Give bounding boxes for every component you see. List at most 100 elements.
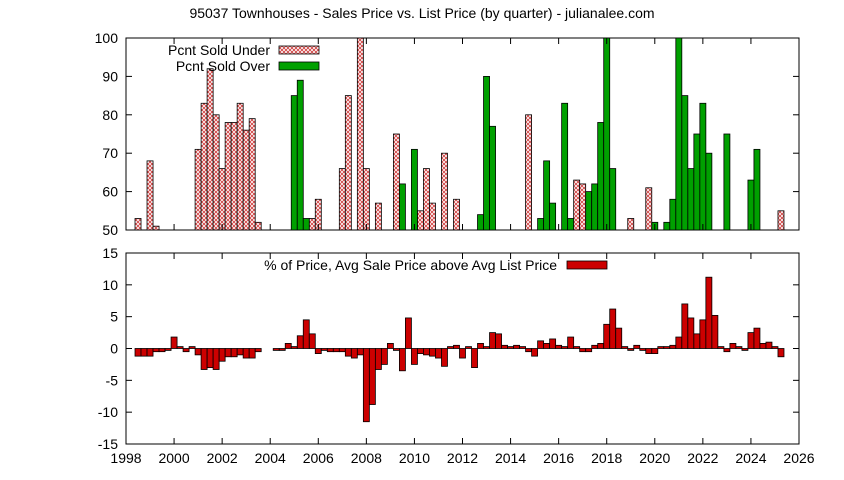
bar-price-diff	[206, 348, 214, 369]
bottom-bars	[134, 276, 785, 423]
bar-sold-under	[453, 198, 460, 231]
bar-price-diff	[242, 348, 250, 359]
bar-price-diff	[483, 346, 490, 349]
bar-price-diff	[284, 343, 292, 349]
bar-price-diff	[735, 346, 743, 349]
bar-price-diff	[741, 348, 749, 351]
x-tick-label: 1998	[110, 450, 141, 466]
bar-price-diff	[344, 348, 352, 357]
bar-sold-under	[224, 122, 232, 231]
bar-price-diff	[429, 348, 436, 357]
bar-price-diff	[687, 317, 695, 349]
bar-price-diff	[507, 346, 514, 349]
y-tick-label: 100	[95, 30, 119, 46]
y-tick-label: 15	[102, 245, 118, 261]
bar-price-diff	[753, 327, 761, 349]
bar-sold-under	[242, 129, 250, 231]
bar-price-diff	[140, 348, 148, 357]
bar-sold-over	[477, 214, 484, 231]
bar-sold-over	[597, 122, 605, 231]
bar-price-diff	[777, 348, 785, 358]
legend-swatch	[278, 61, 320, 71]
bar-price-diff	[278, 348, 286, 351]
bar-price-diff	[489, 332, 496, 349]
bar-price-diff	[272, 348, 280, 351]
bar-sold-over	[675, 37, 683, 231]
bar-price-diff	[465, 346, 472, 349]
bar-sold-under	[525, 114, 533, 231]
bar-price-diff	[729, 343, 737, 349]
bar-sold-under	[200, 102, 208, 231]
bar-sold-over	[753, 148, 761, 231]
y-tick-label: 70	[102, 145, 118, 161]
x-tick-label: 2006	[303, 450, 334, 466]
bar-price-diff	[615, 327, 623, 349]
x-tick-label: 2018	[591, 450, 622, 466]
x-tick-label: 2020	[639, 450, 670, 466]
bar-price-diff	[248, 348, 256, 359]
bar-price-diff	[254, 348, 262, 353]
bar-price-diff	[597, 343, 605, 349]
bar-price-diff	[711, 314, 719, 349]
bar-price-diff	[585, 348, 593, 353]
bar-price-diff	[417, 348, 424, 354]
bottom-legend: % of Price, Avg Sale Price above Avg Lis…	[264, 257, 608, 273]
bar-price-diff	[146, 348, 154, 357]
x-tick-label: 2004	[255, 450, 286, 466]
bar-sold-over	[296, 79, 304, 231]
bar-sold-over	[609, 168, 617, 231]
chart-title: 95037 Townhouses - Sales Price vs. List …	[189, 5, 654, 21]
bar-price-diff	[236, 348, 244, 356]
bar-price-diff	[471, 348, 478, 369]
bar-price-diff	[645, 348, 653, 354]
bar-price-diff	[326, 348, 334, 353]
bar-sold-over	[549, 202, 557, 231]
bar-sold-over	[591, 183, 599, 231]
bar-sold-under	[579, 183, 587, 231]
y-tick-label: 5	[110, 309, 118, 325]
bar-price-diff	[170, 336, 178, 349]
bar-sold-over	[411, 148, 418, 231]
bar-sold-under	[236, 102, 244, 231]
bar-price-diff	[411, 348, 418, 365]
bar-price-diff	[771, 346, 779, 349]
bar-price-diff	[693, 333, 701, 349]
bar-sold-over	[585, 191, 593, 231]
bar-sold-under	[194, 148, 202, 231]
bar-price-diff	[501, 344, 508, 349]
bar-price-diff	[525, 348, 533, 353]
bar-price-diff	[188, 346, 196, 349]
bar-price-diff	[747, 332, 755, 349]
bar-price-diff	[158, 348, 166, 353]
bar-price-diff	[134, 348, 142, 357]
bar-price-diff	[362, 348, 370, 423]
bar-sold-over	[567, 218, 575, 231]
y-tick-label: 90	[102, 68, 118, 84]
x-tick-label: 2022	[687, 450, 718, 466]
bar-price-diff	[368, 348, 376, 405]
x-tick-label: 2008	[351, 450, 382, 466]
bar-sold-under	[423, 168, 430, 231]
bar-price-diff	[621, 346, 629, 349]
bar-price-diff	[633, 344, 641, 349]
bar-sold-under	[344, 95, 352, 231]
bar-price-diff	[531, 348, 539, 357]
bar-sold-over	[687, 168, 695, 231]
bar-sold-over	[483, 76, 490, 231]
bar-price-diff	[543, 343, 551, 349]
bar-price-diff	[519, 346, 526, 349]
bar-sold-over	[669, 198, 677, 231]
bar-price-diff	[759, 343, 767, 349]
bottom-y-axis: -15 -10 -5 0 5 10 15	[98, 245, 799, 452]
bar-sold-under	[441, 152, 448, 231]
bar-sold-over	[290, 95, 298, 231]
bar-sold-over	[693, 133, 701, 231]
bar-price-diff	[380, 348, 388, 365]
y-tick-label: 60	[102, 184, 118, 200]
bar-price-diff	[302, 319, 310, 349]
bar-sold-under	[392, 133, 400, 231]
bar-sold-under	[308, 218, 316, 231]
bar-price-diff	[573, 346, 581, 349]
